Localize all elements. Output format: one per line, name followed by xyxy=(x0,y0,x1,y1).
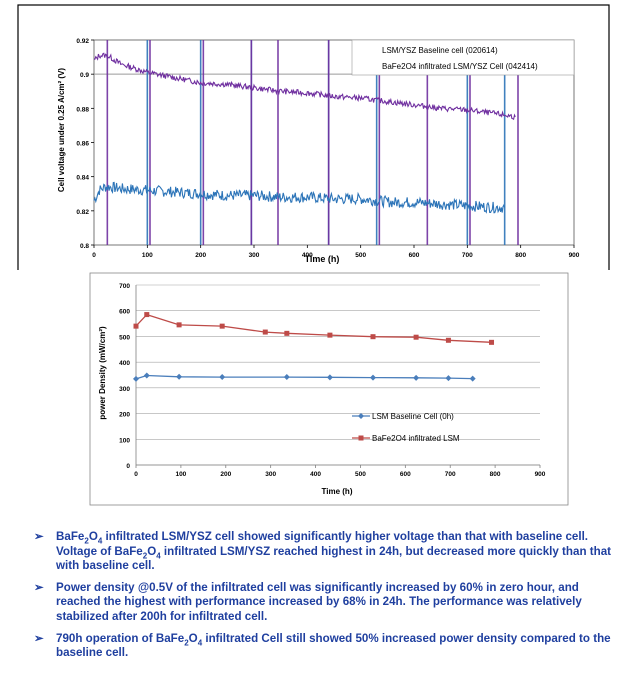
bullet-text: O xyxy=(88,530,98,543)
slide-frame xyxy=(17,4,610,270)
bafe-infiltrated-point xyxy=(489,339,495,345)
bafe-infiltrated-point xyxy=(133,323,139,329)
subscript: 4 xyxy=(97,536,103,546)
power-chart-frame xyxy=(89,272,569,506)
bullet-text: infiltrated Cell still showed 50% increa… xyxy=(56,631,611,660)
voltage-y-tick-label: 0.9 xyxy=(80,72,89,79)
voltage-y-axis-label: Cell voltage under 0.25 A/cm² (V) xyxy=(57,68,66,193)
voltage-y-tick-label: 0.8 xyxy=(80,243,89,250)
bafe-infiltrated-point xyxy=(284,330,290,336)
bafe-infiltrated-point xyxy=(144,312,150,318)
bullet-text: BaFe xyxy=(56,530,85,543)
finding-bullet-1: ➢ BaFe2O4 infiltrated LSM/YSZ cell showed… xyxy=(34,530,614,574)
power-y-tick-label: 200 xyxy=(119,412,130,419)
finding-bullet-3: ➢ 790h operation of BaFe2O4 infiltrated C… xyxy=(34,632,614,661)
power-density-chart: 0 100 200 300 400 500 600 700 0 100 200 300 400 500 6… xyxy=(89,272,569,506)
lsm-baseline-point xyxy=(326,374,333,381)
baseline-voltage-line xyxy=(93,181,506,214)
lsm-baseline-point xyxy=(370,374,377,381)
bafe-infiltrated-point xyxy=(370,334,376,340)
bafe-infiltrated-point xyxy=(327,332,333,338)
bafe-infiltrated-point xyxy=(176,322,182,328)
voltage-legend: LSM/YSZ Baseline cell (020614) BaFe2O4 i… xyxy=(351,39,575,76)
voltage-x-tick-label: 400 xyxy=(302,252,313,259)
voltage-y-tick-label: 0.84 xyxy=(76,175,89,182)
lsm-baseline-power-line xyxy=(135,374,473,380)
lsm-baseline-point xyxy=(413,374,420,381)
power-x-tick-label: 100 xyxy=(175,471,186,478)
power-y-tick-label: 300 xyxy=(119,386,130,393)
legend-square-marker xyxy=(358,435,364,441)
legend-infiltrated-cell: BaFe2O4 infiltrated LSM/YSZ Cell (042414… xyxy=(382,62,538,71)
power-x-tick-label: 300 xyxy=(265,471,276,478)
bafe-infiltrated-point xyxy=(219,323,225,329)
bullet-text: infiltrated LSM/YSZ cell showed signific… xyxy=(56,530,589,558)
voltage-x-tick-label: 900 xyxy=(569,252,580,259)
power-y-tick-label: 600 xyxy=(119,309,130,316)
voltage-legend-box xyxy=(351,39,575,76)
bullet-arrow-icon: ➢ xyxy=(34,530,44,543)
power-y-tick-label: 700 xyxy=(119,283,130,290)
bullet-text: infiltrated LSM/YSZ reached highest in 2… xyxy=(56,544,612,573)
voltage-x-tick-label: 500 xyxy=(355,252,366,259)
voltage-x-tick-label: 100 xyxy=(142,252,153,259)
lsm-baseline-point xyxy=(469,375,476,382)
power-x-tick-label: 800 xyxy=(490,471,501,478)
bullet-text: Power density @0.5V of the infiltrated c… xyxy=(56,580,582,623)
lsm-baseline-point xyxy=(176,373,183,380)
voltage-x-tick-label: 300 xyxy=(249,252,260,259)
power-y-tick-label: 500 xyxy=(119,334,130,341)
voltage-y-tick-label: 0.88 xyxy=(76,106,89,113)
voltage-x-axis-label: Time (h) xyxy=(305,254,340,264)
legend-baseline-cell: LSM/YSZ Baseline cell (020614) xyxy=(382,46,498,55)
bullet-text: O xyxy=(188,631,198,645)
power-y-tick-label: 100 xyxy=(119,437,130,444)
voltage-x-tick-label: 800 xyxy=(515,252,526,259)
voltage-y-tick-label: 0.92 xyxy=(76,38,89,45)
bullet-arrow-icon: ➢ xyxy=(34,580,44,594)
lsm-baseline-point xyxy=(143,372,150,379)
power-x-tick-label: 200 xyxy=(220,471,231,478)
power-x-axis-label: Time (h) xyxy=(322,487,353,496)
legend-lsm-baseline: LSM Baseline Cell (0h) xyxy=(372,412,454,421)
power-y-tick-label: 0 xyxy=(126,463,130,470)
power-y-axis-label: power Density (mW/cm²) xyxy=(98,326,107,420)
subscript: 2 xyxy=(84,536,89,546)
bafe-infiltrated-point xyxy=(445,337,451,343)
lsm-baseline-point xyxy=(445,375,452,382)
subscript: 2 xyxy=(184,637,189,647)
legend-diamond-marker xyxy=(358,413,364,419)
finding-bullet-2: ➢ Power density @0.5V of the infiltrated … xyxy=(34,581,614,625)
findings-list: ➢ BaFe2O4 infiltrated LSM/YSZ cell showed… xyxy=(34,530,614,668)
bullet-text: O xyxy=(147,544,157,558)
power-x-tick-label: 0 xyxy=(134,471,138,478)
subscript: 2 xyxy=(142,550,148,560)
power-x-tick-label: 600 xyxy=(400,471,411,478)
bullet-text: 790h operation of BaFe xyxy=(56,631,185,645)
power-x-tick-label: 500 xyxy=(355,471,366,478)
power-x-tick-label: 700 xyxy=(445,471,456,478)
voltage-x-tick-label: 700 xyxy=(462,252,473,259)
bafe-infiltrated-point xyxy=(262,329,268,335)
subscript: 4 xyxy=(156,550,161,560)
voltage-x-tick-label: 200 xyxy=(195,252,206,259)
voltage-x-tick-label: 600 xyxy=(409,252,420,259)
bullet-arrow-icon: ➢ xyxy=(34,631,44,645)
voltage-x-tick-label: 0 xyxy=(92,252,96,259)
power-legend: LSM Baseline Cell (0h) BaFe2O4 infiltrat… xyxy=(352,412,460,443)
voltage-y-tick-label: 0.86 xyxy=(76,141,89,148)
power-x-tick-label: 900 xyxy=(535,471,546,478)
voltage-y-tick-label: 0.82 xyxy=(76,209,89,216)
infiltrated-voltage-line xyxy=(94,52,516,121)
legend-bafe-infiltrated: BaFe2O4 infiltrated LSM xyxy=(372,434,460,443)
power-y-tick-label: 400 xyxy=(119,360,130,367)
bafe-infiltrated-point xyxy=(413,334,419,340)
lsm-baseline-point xyxy=(133,375,139,382)
lsm-baseline-point xyxy=(219,374,226,381)
voltage-chart: 0.8 0.82 0.84 0.86 0.88 0.9 0.92 0 100 200 300 400… xyxy=(17,4,610,270)
lsm-baseline-point xyxy=(283,374,290,381)
power-x-tick-label: 400 xyxy=(310,471,321,478)
subscript: 4 xyxy=(197,637,203,647)
